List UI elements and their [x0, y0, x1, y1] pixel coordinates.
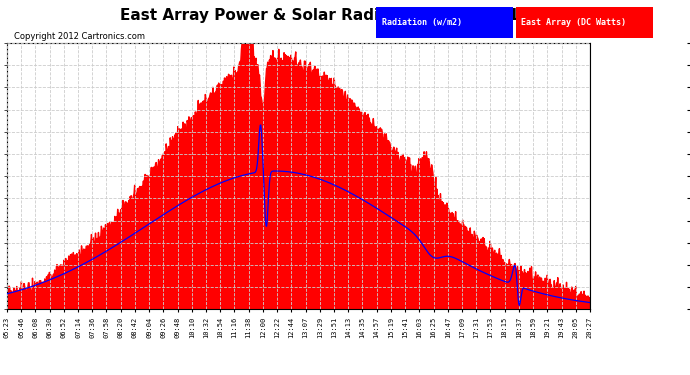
- Text: East Array Power & Solar Radiation Wed Jul 11 20:30: East Array Power & Solar Radiation Wed J…: [120, 8, 573, 22]
- Bar: [515, 8, 653, 38]
- Bar: [376, 8, 513, 38]
- Text: Copyright 2012 Cartronics.com: Copyright 2012 Cartronics.com: [14, 32, 145, 41]
- Text: Radiation (w/m2): Radiation (w/m2): [382, 18, 462, 27]
- Text: East Array (DC Watts): East Array (DC Watts): [522, 18, 627, 27]
